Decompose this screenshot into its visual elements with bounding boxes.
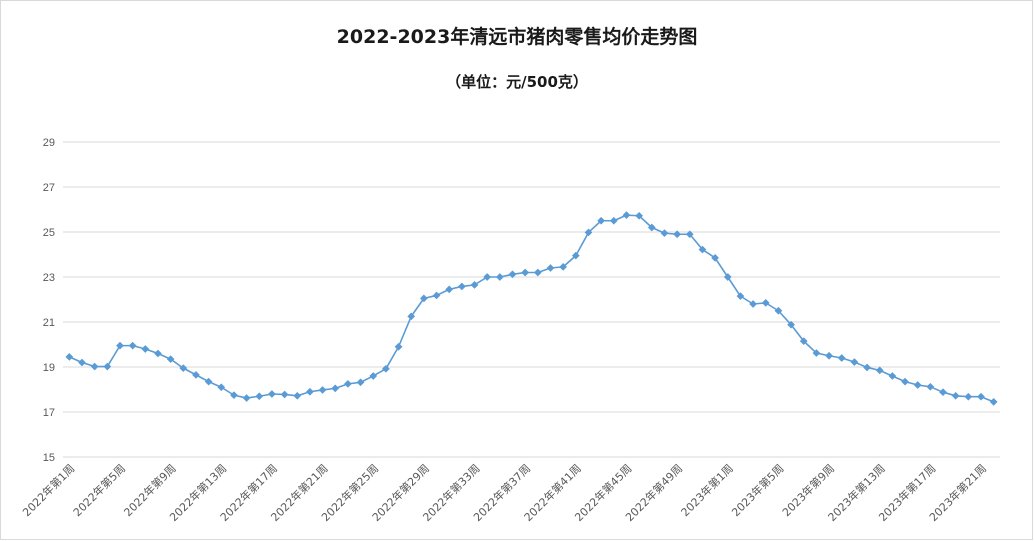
data-point [863, 363, 872, 372]
chart-subtitle: （单位：元/500克） [446, 73, 588, 91]
data-point [217, 383, 226, 392]
data-point [255, 392, 264, 401]
data-point [369, 372, 378, 380]
data-point [571, 251, 580, 260]
data-point [989, 397, 998, 406]
data-point [483, 273, 492, 281]
data-point [533, 268, 542, 277]
data-point [647, 223, 656, 232]
data-point [546, 264, 555, 272]
data-point [964, 392, 973, 401]
data-point [381, 364, 390, 373]
data-point [787, 320, 796, 329]
data-point [229, 391, 238, 400]
y-tick-label: 21 [43, 317, 55, 329]
series-line [69, 214, 994, 403]
y-tick-label: 29 [43, 137, 55, 149]
data-point [812, 349, 821, 358]
data-point [901, 377, 909, 386]
data-point [939, 388, 947, 397]
data-point [470, 280, 479, 289]
data-point [660, 229, 669, 238]
data-point [723, 273, 732, 281]
data-point [597, 216, 606, 225]
data-point [116, 341, 124, 350]
data-point [888, 372, 897, 380]
data-point [154, 349, 162, 358]
data-point [394, 342, 403, 351]
data-point [419, 294, 428, 303]
data-point [78, 358, 86, 367]
data-point [774, 306, 783, 315]
data-point [508, 270, 517, 279]
data-point [673, 230, 682, 239]
data-point [850, 358, 859, 367]
data-point [166, 355, 175, 364]
data-point [913, 381, 922, 389]
data-point [432, 291, 441, 300]
data-point [457, 282, 466, 291]
data-point [445, 285, 454, 294]
data-point [951, 391, 960, 400]
data-point [736, 292, 745, 301]
data-point [293, 391, 302, 400]
data-point [318, 385, 327, 394]
data-point [90, 362, 99, 371]
data-point [875, 366, 884, 375]
data-point [711, 253, 720, 262]
data-point [749, 300, 758, 308]
x-tick-label: 2022年第9周 [121, 461, 179, 519]
y-tick-label: 27 [43, 182, 55, 194]
data-point [698, 245, 707, 254]
data-point [926, 382, 935, 391]
y-tick-label: 19 [43, 362, 55, 374]
data-point [204, 377, 213, 386]
x-tick-label: 2022年第5周 [70, 461, 128, 519]
y-tick-label: 25 [43, 227, 55, 239]
x-tick-label: 2023年第5周 [729, 461, 787, 519]
data-point [267, 390, 276, 398]
data-point [65, 352, 74, 361]
x-tick-label: 2023年第9周 [779, 461, 837, 519]
chart-title: 2022-2023年清远市猪肉零售均价走势图 [336, 26, 698, 48]
data-point [837, 354, 846, 362]
x-tick-label: 2023年第1周 [678, 461, 736, 519]
data-point [128, 341, 137, 350]
x-tick-label: 2022年第1周 [19, 461, 77, 519]
data-point [242, 394, 251, 403]
data-point [635, 211, 644, 220]
data-point [191, 370, 200, 379]
data-point [685, 230, 694, 239]
data-point [559, 262, 568, 271]
data-point [331, 384, 340, 393]
data-point [622, 211, 631, 220]
data-point [407, 312, 416, 321]
y-tick-label: 15 [43, 452, 55, 464]
data-point [799, 337, 808, 346]
data-point [343, 379, 352, 388]
data-point [521, 268, 530, 277]
data-point [977, 392, 985, 401]
y-tick-label: 23 [43, 272, 55, 284]
data-point [609, 216, 618, 225]
data-point [761, 298, 770, 307]
data-point [356, 378, 365, 387]
data-point [141, 345, 150, 353]
data-point [179, 364, 188, 373]
data-point [305, 387, 314, 396]
data-point [103, 362, 112, 371]
data-point [584, 228, 593, 237]
data-point [825, 351, 834, 360]
data-point [280, 390, 289, 399]
y-tick-label: 17 [43, 407, 55, 419]
data-point [495, 273, 504, 281]
